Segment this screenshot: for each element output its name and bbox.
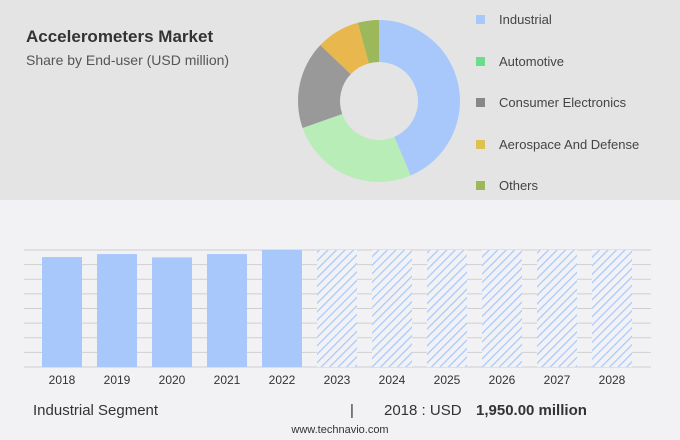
legend-item: Consumer Electronics — [476, 95, 626, 110]
chart-title: Accelerometers Market — [26, 27, 214, 46]
legend-item: Aerospace And Defense — [476, 137, 639, 152]
legend-label: Industrial — [499, 12, 552, 27]
bar-2023 — [317, 250, 357, 367]
footer-value: 1,950.00 million — [476, 402, 587, 419]
bar-2022 — [262, 250, 302, 367]
x-tick-label: 2025 — [434, 373, 461, 387]
x-tick-label: 2022 — [269, 373, 296, 387]
bar-2028 — [592, 250, 632, 367]
bar-2018 — [42, 257, 82, 367]
x-tick-label: 2028 — [599, 373, 626, 387]
legend-item: Others — [476, 178, 538, 193]
legend-label: Automotive — [499, 53, 565, 69]
chart-subtitle: Share by End-user (USD million) — [26, 52, 230, 68]
x-tick-label: 2020 — [159, 373, 186, 387]
bar-2025 — [427, 250, 467, 367]
bar-2027 — [537, 250, 577, 367]
legend-label: Others — [499, 178, 539, 193]
legend-swatch — [476, 56, 485, 66]
bar-2019 — [97, 254, 137, 367]
footer-segment: Industrial Segment — [33, 402, 159, 419]
legend-label: Aerospace And Defense — [499, 136, 640, 152]
legend-item: Automotive — [476, 54, 564, 69]
footer-separator: | — [350, 402, 354, 419]
source-url: www.technavio.com — [291, 424, 389, 436]
bar-2026 — [482, 250, 522, 367]
legend-swatch — [476, 181, 485, 190]
x-tick-label: 2023 — [324, 373, 351, 387]
legend-swatch — [476, 15, 485, 24]
bar-2021 — [207, 254, 247, 367]
bar-2024 — [372, 250, 412, 367]
x-tick-label: 2019 — [104, 373, 131, 387]
legend-swatch — [476, 98, 485, 107]
x-tick-label: 2018 — [49, 373, 76, 387]
x-tick-label: 2026 — [489, 373, 516, 387]
legend-swatch — [476, 139, 485, 149]
x-tick-label: 2024 — [379, 373, 406, 387]
bar-2020 — [152, 257, 192, 367]
legend-label: Consumer Electronics — [499, 95, 627, 110]
footer-year: 2018 : USD — [384, 402, 462, 419]
legend-item: Industrial — [476, 12, 552, 27]
x-tick-label: 2021 — [214, 373, 241, 387]
x-tick-label: 2027 — [544, 373, 571, 387]
